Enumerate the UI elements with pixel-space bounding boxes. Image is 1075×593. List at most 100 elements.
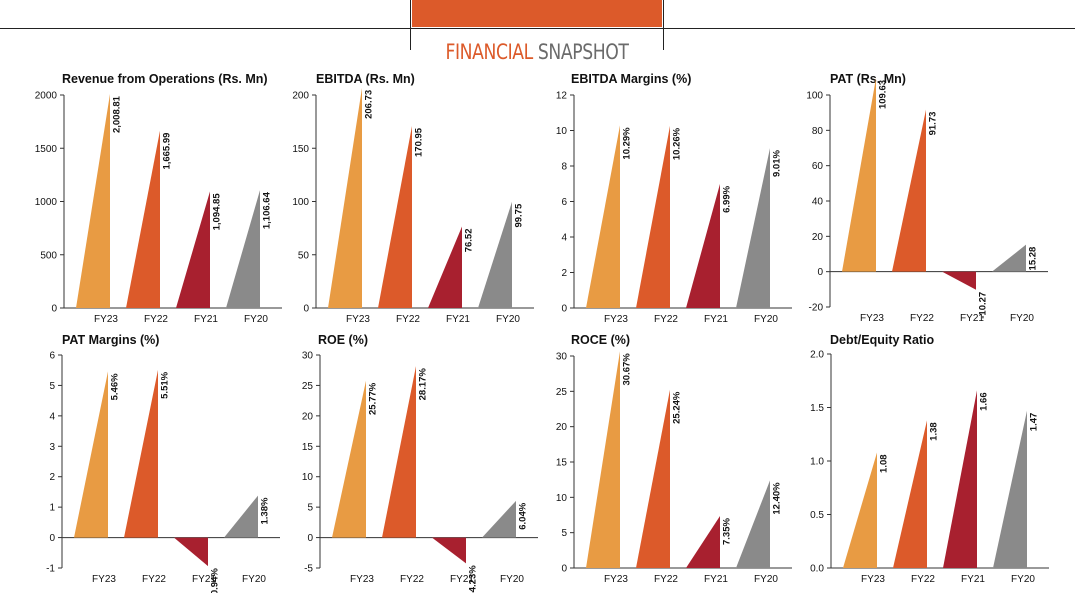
data-label: 6.04% xyxy=(518,502,529,529)
y-tick-label: 4 xyxy=(49,411,55,422)
data-label: 6.99% xyxy=(722,185,733,212)
data-label: 30.67% xyxy=(622,353,633,386)
data-label: 1.38% xyxy=(260,497,271,524)
data-label: 1,665.99 xyxy=(162,133,173,170)
bar-FY20 xyxy=(992,244,1026,272)
x-tick-label: FY23 xyxy=(604,574,628,585)
top-rule xyxy=(0,28,1075,29)
data-label: 1.38 xyxy=(929,422,940,441)
bar-FY20 xyxy=(482,500,516,538)
x-tick-label: FY22 xyxy=(396,314,420,325)
y-tick-label: 2000 xyxy=(35,91,58,102)
y-tick-label: 25 xyxy=(556,387,568,398)
y-tick-label: 0 xyxy=(561,304,567,315)
data-label: -4.23% xyxy=(468,565,479,593)
chart-title: ROE (%) xyxy=(318,333,368,347)
y-tick-label: 0 xyxy=(51,304,57,315)
chart-title: PAT (Rs. Mn) xyxy=(830,72,906,86)
chart-title: ROCE (%) xyxy=(571,333,630,347)
y-tick-label: 500 xyxy=(40,250,57,261)
data-label: 170.95 xyxy=(414,127,425,157)
y-tick-label: -1 xyxy=(46,564,55,575)
x-tick-label: FY22 xyxy=(911,574,935,585)
banner-bar xyxy=(412,0,662,27)
x-tick-label: FY23 xyxy=(92,574,116,585)
data-label: 5.51% xyxy=(160,371,171,398)
x-tick-label: FY22 xyxy=(142,574,166,585)
y-tick-label: 2 xyxy=(49,472,55,483)
data-label: 91.73 xyxy=(928,112,939,136)
x-tick-label: FY22 xyxy=(910,313,934,324)
y-tick-label: 50 xyxy=(298,250,310,261)
y-tick-label: 20 xyxy=(812,232,824,243)
y-tick-label: 10 xyxy=(556,493,568,504)
x-tick-label: FY21 xyxy=(960,313,984,324)
y-tick-label: 1000 xyxy=(35,197,58,208)
data-label: 10.26% xyxy=(672,127,683,160)
x-tick-label: FY20 xyxy=(500,574,524,585)
y-tick-label: 0 xyxy=(49,533,55,544)
bar-FY20 xyxy=(993,410,1027,568)
y-tick-label: 0 xyxy=(307,533,313,544)
data-label: -10.27 xyxy=(978,292,989,319)
data-label: 1,094.85 xyxy=(212,193,223,231)
data-label: 1.08 xyxy=(879,454,890,473)
y-tick-label: 4 xyxy=(561,233,567,244)
y-tick-label: 0 xyxy=(561,564,567,575)
bar-FY23 xyxy=(842,77,876,272)
bar-FY20 xyxy=(736,480,770,568)
y-tick-label: 15 xyxy=(302,442,314,453)
x-tick-label: FY20 xyxy=(1011,574,1035,585)
y-tick-label: 30 xyxy=(302,351,314,362)
y-tick-label: 60 xyxy=(812,161,824,172)
y-tick-label: 25 xyxy=(302,381,314,392)
y-tick-label: 0.0 xyxy=(810,564,824,575)
x-tick-label: FY21 xyxy=(450,574,474,585)
x-tick-label: FY23 xyxy=(861,574,885,585)
bar-FY21 xyxy=(428,226,462,308)
y-tick-label: 0 xyxy=(817,267,823,278)
bar-FY20 xyxy=(736,148,770,308)
bar-FY22 xyxy=(636,125,670,308)
bar-FY23 xyxy=(332,380,366,538)
data-label: 7.35% xyxy=(722,518,733,545)
y-tick-label: -20 xyxy=(809,303,824,314)
x-tick-label: FY21 xyxy=(192,574,216,585)
chart-title: EBITDA Margins (%) xyxy=(571,72,691,86)
y-tick-label: 0.5 xyxy=(810,510,824,521)
y-tick-label: 1.0 xyxy=(810,457,824,468)
page-title-accent: FINANCIAL xyxy=(445,40,533,64)
data-label: 15.28 xyxy=(1028,247,1039,271)
x-tick-label: FY20 xyxy=(244,314,268,325)
data-label: 206.73 xyxy=(364,90,375,119)
bar-FY23 xyxy=(843,452,877,568)
data-label: 10.29% xyxy=(622,127,633,160)
bar-FY23 xyxy=(586,351,620,568)
bar-FY21 xyxy=(686,516,720,568)
data-label: 25.77% xyxy=(368,382,379,415)
bar-FY22 xyxy=(378,125,412,308)
x-tick-label: FY20 xyxy=(754,574,778,585)
bar-FY22 xyxy=(382,366,416,538)
x-tick-label: FY22 xyxy=(144,314,168,325)
y-tick-label: 20 xyxy=(556,422,568,433)
y-tick-label: 10 xyxy=(302,472,314,483)
y-tick-label: 200 xyxy=(292,91,309,102)
y-tick-label: 30 xyxy=(556,352,568,363)
y-tick-label: 80 xyxy=(812,126,824,137)
data-label: 25.24% xyxy=(672,391,683,424)
y-tick-label: 10 xyxy=(556,126,568,137)
y-tick-label: 100 xyxy=(806,91,823,102)
x-tick-label: FY23 xyxy=(350,574,374,585)
y-tick-label: 20 xyxy=(302,411,314,422)
bar-FY20 xyxy=(226,190,260,308)
chart-title: Debt/Equity Ratio xyxy=(830,333,935,347)
y-tick-label: 40 xyxy=(812,197,824,208)
data-label: 9.01% xyxy=(772,150,783,177)
x-tick-label: FY21 xyxy=(961,574,985,585)
y-tick-label: 1 xyxy=(49,503,55,514)
y-tick-label: 2 xyxy=(561,268,567,279)
data-label: 109.63 xyxy=(878,80,889,109)
chart-title: PAT Margins (%) xyxy=(62,333,159,347)
